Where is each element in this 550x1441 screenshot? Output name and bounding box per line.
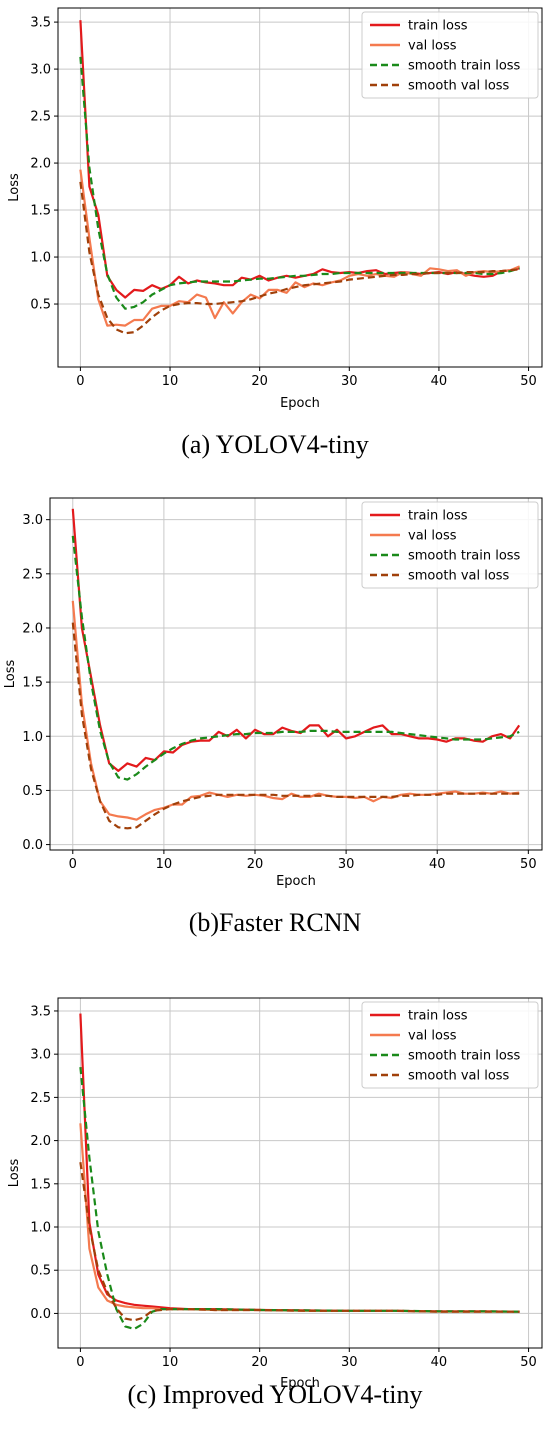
legend: train loss val loss smooth train loss smoot… [361,1001,539,1089]
y-tick-label: 1.5 [22,676,43,691]
y-tick-label: 2.0 [22,621,43,636]
y-tick-label: 0.0 [30,1307,51,1322]
y-tick-label: 0.5 [30,298,51,313]
legend-label: val loss [408,529,457,544]
legend-label: smooth train loss [408,59,521,74]
x-tick-label: 0 [76,374,84,389]
legend-box [361,501,539,589]
x-tick-label: 10 [162,1355,179,1370]
series-line-smooth-val-loss [71,622,520,830]
series-line-train-loss [71,508,521,772]
chart-caption-c: (c) Improved YOLOV4-tiny [127,1380,423,1409]
chart-panel-c: 0 10 20 30 40 50 0.0 0.5 1.0 1.5 2.0 2.5 3.0 3.5 Epoch… [0,990,550,1441]
chart-panel-b: 0 10 20 30 40 50 0.0 0.5 1.0 1.5 2.0 2.5 3.0 Epoch Los… [0,490,550,950]
y-tick-label: 3.0 [30,1048,51,1063]
legend-label: smooth train loss [408,549,521,564]
x-tick-label: 20 [251,374,268,389]
legend-box [361,11,539,99]
y-axis-label: Loss [3,660,18,689]
y-tick-label: 3.5 [30,16,51,31]
series-line-smooth-train-loss [71,535,520,781]
x-axis-label: Epoch [280,396,320,411]
series-line-smooth-train-loss [79,1066,520,1331]
y-tick-label: 2.5 [30,110,51,125]
legend-label: val loss [408,1029,457,1044]
plot-frame [49,497,543,851]
y-tick-label: 1.5 [30,204,51,219]
series-line-smooth-val-loss [79,181,520,335]
legend-label: val loss [408,39,457,54]
loss-chart-b: 0 10 20 30 40 50 0.0 0.5 1.0 1.5 2.0 2.5 3.0 Epoch Los… [3,497,543,889]
chart-panel-a: 0 10 20 30 40 50 0.5 1.0 1.5 2.0 2.5 3.0 3.5 Epoch Los… [0,0,550,470]
plot-frame [57,7,543,368]
x-tick-label: 0 [76,1355,84,1370]
plot-frame [57,997,543,1349]
legend-label: smooth val loss [408,569,510,584]
y-tick-label: 1.0 [22,730,43,745]
legend-label: smooth train loss [408,1049,521,1064]
legend-label: train loss [408,1009,468,1024]
x-tick-label: 30 [341,1355,358,1370]
x-tick-label: 10 [162,374,179,389]
x-tick-label: 40 [431,1355,448,1370]
series-line-smooth-val-loss [79,1162,520,1322]
loss-chart-a: 0 10 20 30 40 50 0.5 1.0 1.5 2.0 2.5 3.0 3.5 Epoch Los… [7,7,543,411]
series-line-val-loss [79,1123,520,1313]
y-tick-label: 1.5 [30,1177,51,1192]
x-axis-label: Epoch [276,874,316,889]
x-tick-label: 40 [431,374,448,389]
x-axis-label: Epoch [280,1376,320,1391]
legend: train loss val loss smooth train loss smoot… [361,501,539,589]
legend-label: smooth val loss [408,1069,510,1084]
y-tick-label: 2.5 [22,567,43,582]
chart-caption-b: (b)Faster RCNN [188,908,362,937]
x-tick-label: 50 [520,1355,537,1370]
y-tick-label: 2.0 [30,157,51,172]
legend: train loss val loss smooth train loss smoot… [361,11,539,99]
legend-label: train loss [408,19,468,34]
y-tick-label: 3.0 [30,63,51,78]
x-tick-label: 30 [341,374,358,389]
y-tick-label: 2.5 [30,1091,51,1106]
series-line-val-loss [71,600,520,821]
x-tick-label: 30 [338,857,355,872]
x-tick-label: 10 [156,857,173,872]
y-tick-label: 1.0 [30,1221,51,1236]
y-axis-label: Loss [7,1159,22,1188]
y-tick-label: 0.5 [30,1264,51,1279]
y-tick-label: 0.5 [22,784,43,799]
y-tick-label: 1.0 [30,251,51,266]
legend-label: train loss [408,509,468,524]
series-line-val-loss [79,169,521,327]
y-tick-label: 0.0 [22,838,43,853]
x-tick-label: 20 [247,857,264,872]
y-tick-label: 2.0 [30,1134,51,1149]
loss-chart-c: 0 10 20 30 40 50 0.0 0.5 1.0 1.5 2.0 2.5 3.0 3.5 Epoch… [7,997,543,1391]
x-tick-label: 50 [520,374,537,389]
y-tick-label: 3.0 [22,513,43,528]
legend-box [361,1001,539,1089]
x-tick-label: 40 [429,857,446,872]
y-tick-label: 3.5 [30,1004,51,1019]
x-tick-label: 20 [251,1355,268,1370]
y-axis-label: Loss [7,173,22,202]
chart-caption-a: (a) YOLOV4-tiny [181,430,369,459]
x-tick-label: 0 [69,857,77,872]
x-tick-label: 50 [520,857,537,872]
legend-label: smooth val loss [408,79,510,94]
